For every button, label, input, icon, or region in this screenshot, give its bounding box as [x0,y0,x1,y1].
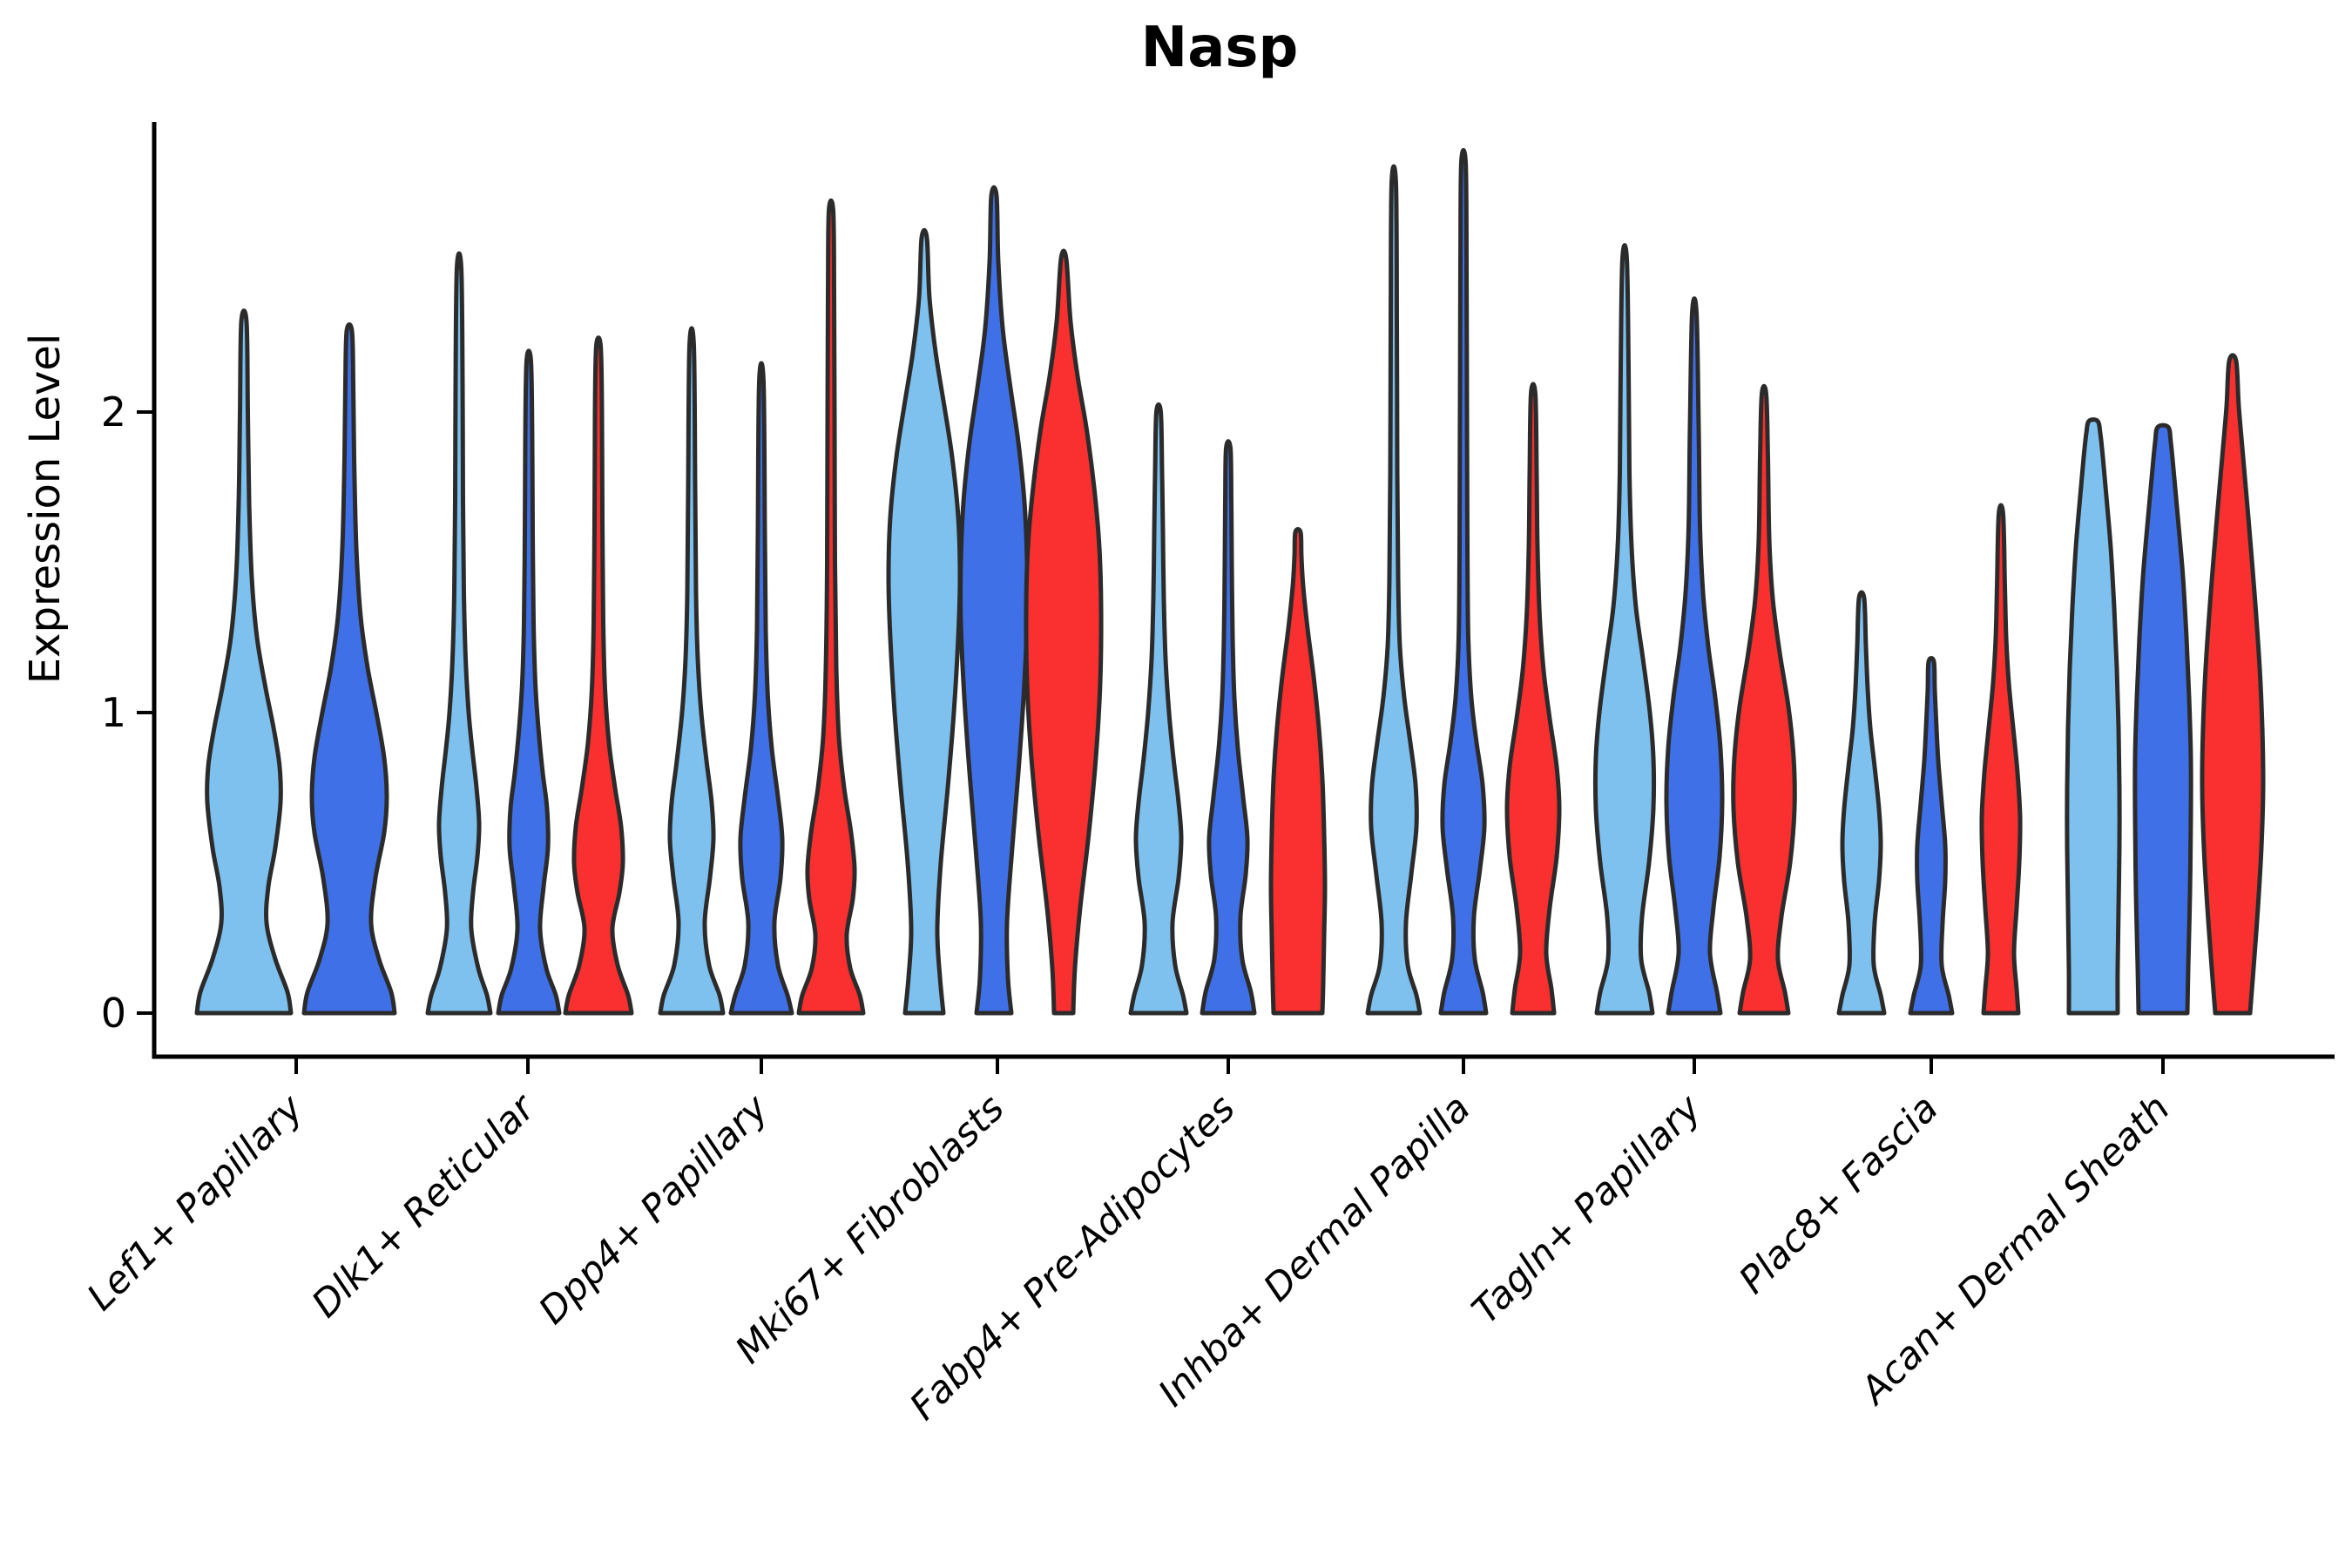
x-tick-label-dpp4-papillary: Dpp4+ Papillary [531,1086,777,1333]
violin-acan-dermal-sheath-split1 [2065,417,2122,1016]
x-tick-label-lef1-papillary: Lef1+ Papillary [79,1086,312,1319]
x-tick-label-tagln-papillary: Tagln+ Papillary [1464,1086,1711,1333]
violin-dpp4-papillary-split2 [728,361,794,1016]
violin-mki67-fibroblasts-split1 [886,227,963,1016]
y-tick-label: 0 [101,990,126,1037]
x-tick-label-plac8-fascia: Plac8+ Fascia [1731,1086,1947,1302]
violin-dpp4-papillary-split3 [796,198,866,1016]
violin-tagln-papillary-split2 [1664,296,1725,1016]
violin-acan-dermal-sheath-split3 [2200,353,2266,1016]
violin-dlk1-reticular-split3 [563,335,634,1016]
violin-fabp4-pre-adipocytes-split3 [1268,527,1328,1016]
violin-tagln-papillary-split3 [1731,383,1797,1016]
y-tick-label: 1 [101,689,126,736]
y-axis-label: Expression Level [21,333,70,685]
violin-plac8-fascia-split3 [1979,503,2023,1016]
violin-dpp4-papillary-split1 [658,326,726,1016]
y-tick-label: 2 [101,389,126,436]
violin-inhba-dermal-papilla-split1 [1365,164,1423,1016]
chart-title: Nasp [1140,16,1299,80]
violin-plac8-fascia-split2 [1908,656,1955,1016]
violin-mki67-fibroblasts-split2 [958,185,1030,1016]
violin-inhba-dermal-papilla-split2 [1438,147,1489,1016]
violin-lef1-papillary-split2 [301,322,397,1016]
x-tick-label-dlk1-reticular: Dlk1+ Reticular [304,1085,545,1327]
violin-fabp4-pre-adipocytes-split1 [1128,402,1189,1016]
violin-inhba-dermal-papilla-split3 [1504,382,1562,1016]
violin-acan-dermal-sheath-split2 [2132,422,2193,1016]
violin-dlk1-reticular-split1 [425,251,493,1016]
violin-tagln-papillary-split1 [1592,243,1657,1016]
violin-mki67-fibroblasts-split3 [1024,248,1104,1016]
violin-dlk1-reticular-split2 [496,348,562,1016]
violin-plac8-fascia-split1 [1836,590,1887,1016]
violin-lef1-papillary-split1 [194,308,294,1016]
violin-fabp4-pre-adipocytes-split2 [1200,439,1257,1016]
